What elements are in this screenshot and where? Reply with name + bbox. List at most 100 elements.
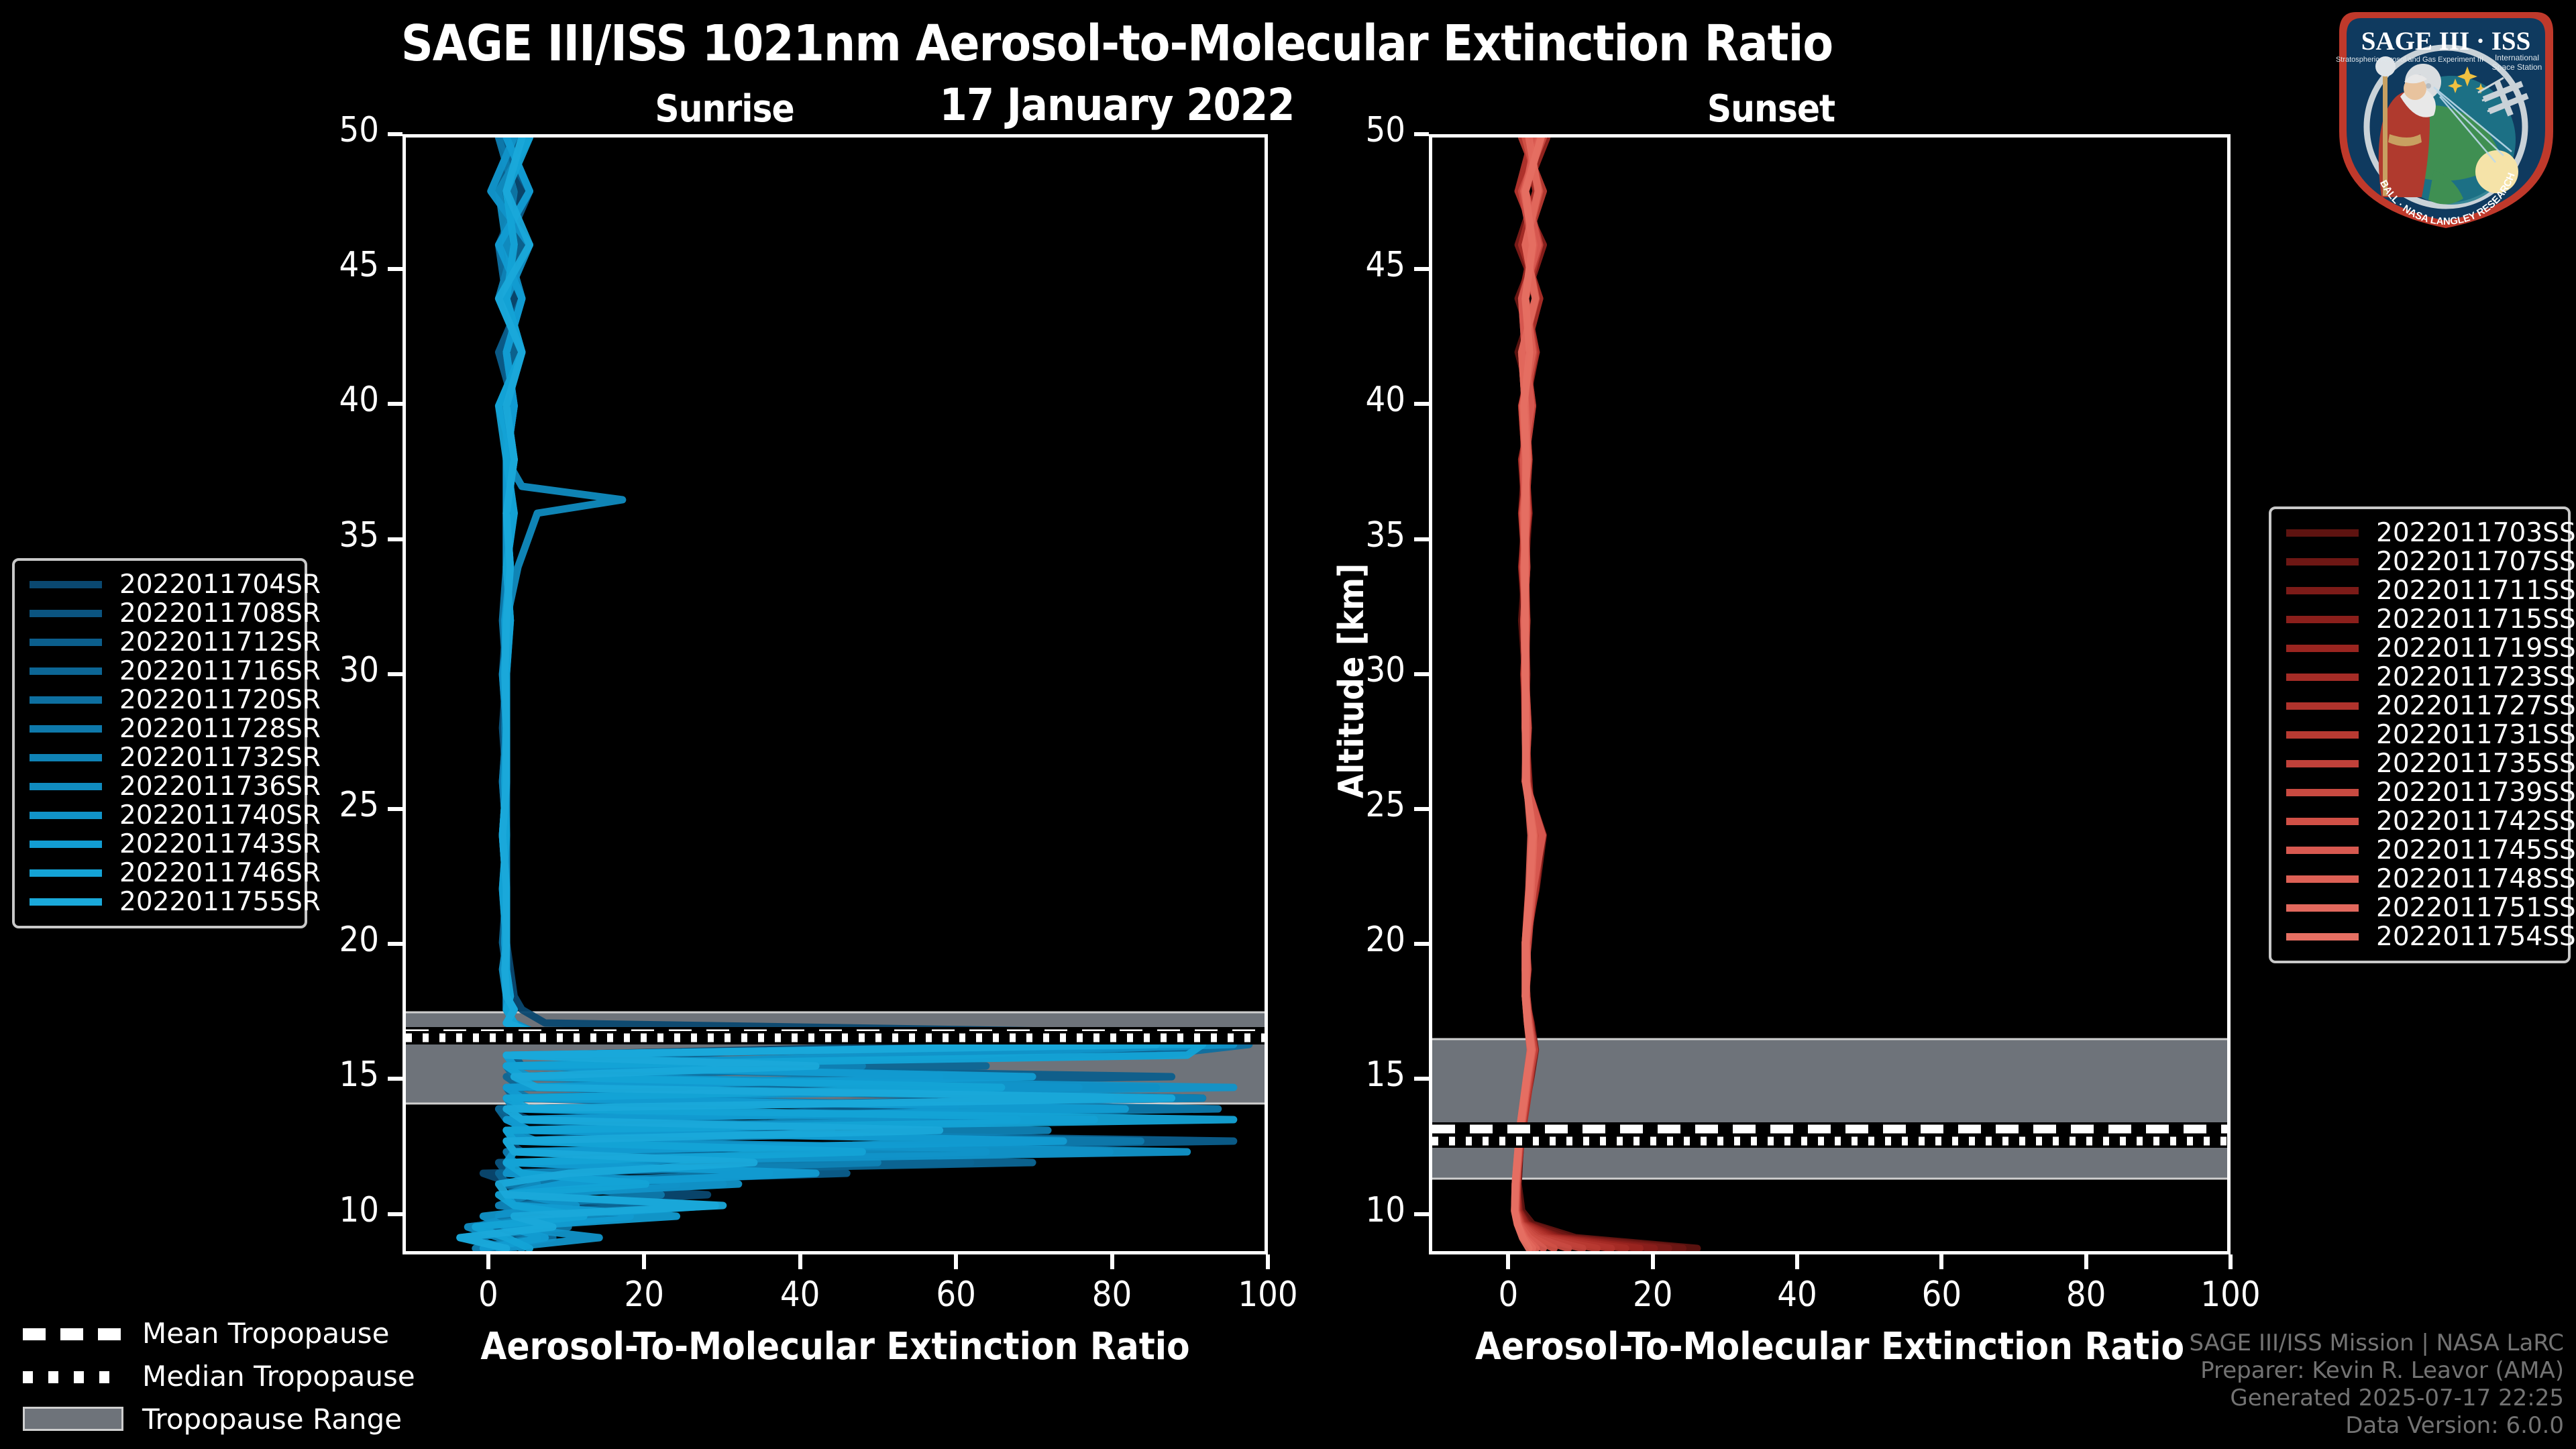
legend-color-swatch bbox=[2286, 789, 2359, 796]
legend-item-label: 2022011731SS bbox=[2376, 720, 2576, 750]
y-tick-mark bbox=[388, 672, 402, 676]
credit-line-generated: Generated 2025-07-17 22:25 bbox=[2230, 1385, 2564, 1411]
x-tick-label: 100 bbox=[2200, 1275, 2261, 1315]
legend-item-label: 2022011728SR bbox=[119, 714, 321, 744]
dashed-line-swatch bbox=[23, 1328, 123, 1340]
credit-line-mission: SAGE III/ISS Mission | NASA LaRC bbox=[2189, 1330, 2564, 1356]
legend-item[interactable]: 2022011708SR bbox=[15, 598, 321, 629]
legend-item-label: 2022011715SS bbox=[2376, 604, 2576, 635]
x-tick-label: 80 bbox=[2065, 1275, 2106, 1315]
legend-item[interactable]: 2022011719SS bbox=[2271, 633, 2576, 663]
y-tick-mark bbox=[388, 942, 402, 947]
legend-item-label: 2022011707SS bbox=[2376, 547, 2576, 577]
credits-block: SAGE III/ISS Mission | NASA LaRC Prepare… bbox=[2189, 1330, 2564, 1440]
legend-item-label: 2022011703SS bbox=[2376, 518, 2576, 548]
legend-item[interactable]: 2022011751SS bbox=[2271, 893, 2576, 923]
legend-item[interactable]: 2022011728SR bbox=[15, 714, 321, 744]
legend-color-swatch bbox=[2286, 818, 2359, 825]
x-tick-label: 60 bbox=[936, 1275, 976, 1315]
legend-color-swatch bbox=[2286, 645, 2359, 652]
sunrise-x-axis-label: Aerosol-To-Molecular Extinction Ratio bbox=[480, 1325, 1190, 1368]
legend-color-swatch bbox=[30, 610, 102, 617]
legend-color-swatch bbox=[30, 898, 102, 906]
y-tick-label: 20 bbox=[1365, 920, 1405, 961]
legend-item-label: 2022011716SR bbox=[119, 656, 321, 686]
legend-color-swatch bbox=[30, 783, 102, 790]
sunset-x-axis-label: Aerosol-To-Molecular Extinction Ratio bbox=[1474, 1325, 2185, 1368]
logo-subtitle-right-2: Space Station bbox=[2492, 62, 2542, 72]
legend-item-label: 2022011754SS bbox=[2376, 922, 2576, 952]
y-tick-mark bbox=[388, 267, 402, 272]
x-tick-mark bbox=[1110, 1254, 1114, 1269]
legend-item-label: 2022011743SR bbox=[119, 829, 321, 859]
legend-item[interactable]: 2022011732SR bbox=[15, 743, 321, 773]
x-tick-mark bbox=[954, 1254, 959, 1269]
sunrise-axes bbox=[402, 134, 1268, 1254]
legend-item[interactable]: 2022011739SS bbox=[2271, 777, 2576, 808]
x-tick-label: 60 bbox=[1921, 1275, 1962, 1315]
legend-color-swatch bbox=[30, 667, 102, 675]
x-tick-label: 0 bbox=[1498, 1275, 1519, 1315]
x-tick-mark bbox=[1266, 1254, 1270, 1269]
y-tick-mark bbox=[1414, 267, 1429, 272]
legend-item[interactable]: 2022011736SR bbox=[15, 771, 321, 802]
legend-item[interactable]: 2022011743SR bbox=[15, 829, 321, 859]
legend-item-label: 2022011719SS bbox=[2376, 633, 2576, 663]
legend-item[interactable]: 2022011723SS bbox=[2271, 662, 2576, 692]
legend-item[interactable]: 2022011711SS bbox=[2271, 576, 2576, 606]
x-tick-label: 20 bbox=[1632, 1275, 1673, 1315]
y-tick-mark bbox=[388, 1212, 402, 1216]
y-tick-label: 20 bbox=[339, 920, 379, 961]
legend-item[interactable]: 2022011735SS bbox=[2271, 749, 2576, 779]
tropopause-range-band bbox=[1432, 1039, 2227, 1179]
range-swatch bbox=[23, 1407, 123, 1431]
sunrise-panel-label: Sunrise bbox=[655, 87, 794, 131]
y-tick-label: 40 bbox=[1365, 380, 1405, 421]
x-tick-label: 100 bbox=[1238, 1275, 1298, 1315]
x-tick-mark bbox=[486, 1254, 490, 1269]
y-tick-mark bbox=[388, 807, 402, 812]
legend-item[interactable]: 2022011707SS bbox=[2271, 547, 2576, 577]
y-tick-mark bbox=[1414, 942, 1429, 947]
legend-item[interactable]: 2022011746SR bbox=[15, 858, 321, 888]
legend-item[interactable]: 2022011704SR bbox=[15, 570, 321, 600]
legend-item[interactable]: 2022011748SS bbox=[2271, 864, 2576, 894]
x-tick-mark bbox=[1506, 1254, 1511, 1269]
legend-item-label: 2022011704SR bbox=[119, 570, 321, 600]
y-tick-label: 45 bbox=[339, 245, 379, 286]
y-tick-label: 35 bbox=[339, 515, 379, 555]
x-tick-label: 0 bbox=[478, 1275, 498, 1315]
legend-item[interactable]: 2022011727SS bbox=[2271, 691, 2576, 721]
legend-item-label: 2022011711SS bbox=[2376, 576, 2576, 606]
sunset-legend[interactable]: 2022011703SS 2022011707SS 2022011711SS 2022… bbox=[2269, 506, 2576, 963]
y-tick-mark bbox=[388, 537, 402, 541]
x-tick-label: 40 bbox=[780, 1275, 820, 1315]
legend-item-label: 2022011740SR bbox=[119, 800, 321, 830]
y-tick-mark bbox=[1414, 402, 1429, 407]
tropopause-legend-item: Mean Tropopause bbox=[13, 1311, 415, 1354]
legend-color-swatch bbox=[2286, 587, 2359, 594]
legend-item[interactable]: 2022011755SR bbox=[15, 887, 321, 917]
legend-color-swatch bbox=[2286, 702, 2359, 710]
legend-item[interactable]: 2022011715SS bbox=[2271, 604, 2576, 635]
legend-item[interactable]: 2022011754SS bbox=[2271, 922, 2576, 952]
credit-line-version: Data Version: 6.0.0 bbox=[2345, 1412, 2564, 1439]
x-tick-mark bbox=[1795, 1254, 1800, 1269]
legend-item[interactable]: 2022011720SR bbox=[15, 685, 321, 715]
sunrise-legend[interactable]: 2022011704SR 2022011708SR 2022011712SR 2022… bbox=[12, 558, 321, 928]
legend-item[interactable]: 2022011703SS bbox=[2271, 518, 2576, 548]
legend-item[interactable]: 2022011731SS bbox=[2271, 720, 2576, 750]
legend-item[interactable]: 2022011716SR bbox=[15, 656, 321, 686]
legend-item-label: 2022011739SS bbox=[2376, 777, 2576, 808]
legend-item[interactable]: 2022011742SS bbox=[2271, 806, 2576, 837]
tropopause-legend-item: Tropopause Range bbox=[13, 1397, 415, 1440]
legend-item-label: 2022011712SR bbox=[119, 627, 321, 657]
sunset-axes bbox=[1429, 134, 2231, 1254]
legend-item[interactable]: 2022011712SR bbox=[15, 627, 321, 657]
legend-item[interactable]: 2022011740SR bbox=[15, 800, 321, 830]
legend-item-label: 2022011748SS bbox=[2376, 864, 2576, 894]
legend-color-swatch bbox=[30, 639, 102, 646]
legend-item[interactable]: 2022011745SS bbox=[2271, 835, 2576, 865]
y-tick-label: 50 bbox=[1365, 110, 1405, 150]
legend-item-label: 2022011751SS bbox=[2376, 893, 2576, 923]
